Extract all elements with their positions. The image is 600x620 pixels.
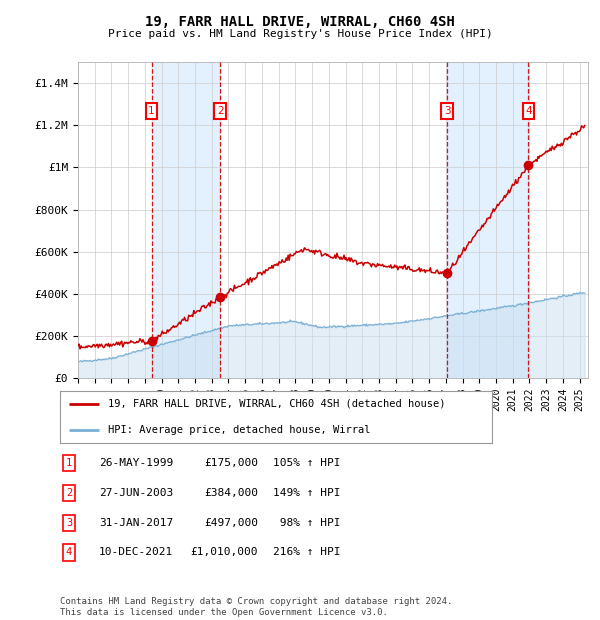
Text: £384,000: £384,000 (204, 488, 258, 498)
Text: 4: 4 (66, 547, 72, 557)
Text: 27-JUN-2003: 27-JUN-2003 (99, 488, 173, 498)
Text: 1: 1 (148, 106, 155, 116)
Text: Contains HM Land Registry data © Crown copyright and database right 2024.
This d: Contains HM Land Registry data © Crown c… (60, 598, 452, 617)
Text: 149% ↑ HPI: 149% ↑ HPI (273, 488, 341, 498)
Text: 31-JAN-2017: 31-JAN-2017 (99, 518, 173, 528)
Text: 19, FARR HALL DRIVE, WIRRAL, CH60 4SH: 19, FARR HALL DRIVE, WIRRAL, CH60 4SH (145, 16, 455, 30)
Text: 1: 1 (66, 458, 72, 468)
Text: 19, FARR HALL DRIVE, WIRRAL, CH60 4SH (detached house): 19, FARR HALL DRIVE, WIRRAL, CH60 4SH (d… (107, 399, 445, 409)
Text: 4: 4 (525, 106, 532, 116)
Bar (447, 62, 529, 378)
Text: 2: 2 (217, 106, 223, 116)
Text: £1,010,000: £1,010,000 (191, 547, 258, 557)
Text: 3: 3 (66, 518, 72, 528)
Text: £497,000: £497,000 (204, 518, 258, 528)
Text: 216% ↑ HPI: 216% ↑ HPI (273, 547, 341, 557)
Bar (152, 62, 220, 378)
Text: 10-DEC-2021: 10-DEC-2021 (99, 547, 173, 557)
Text: HPI: Average price, detached house, Wirral: HPI: Average price, detached house, Wirr… (107, 425, 370, 435)
Text: 2: 2 (66, 488, 72, 498)
Text: £175,000: £175,000 (204, 458, 258, 468)
Text: Price paid vs. HM Land Registry's House Price Index (HPI): Price paid vs. HM Land Registry's House … (107, 29, 493, 39)
Text: 26-MAY-1999: 26-MAY-1999 (99, 458, 173, 468)
Text: 98% ↑ HPI: 98% ↑ HPI (273, 518, 341, 528)
Text: 105% ↑ HPI: 105% ↑ HPI (273, 458, 341, 468)
Text: 3: 3 (444, 106, 451, 116)
